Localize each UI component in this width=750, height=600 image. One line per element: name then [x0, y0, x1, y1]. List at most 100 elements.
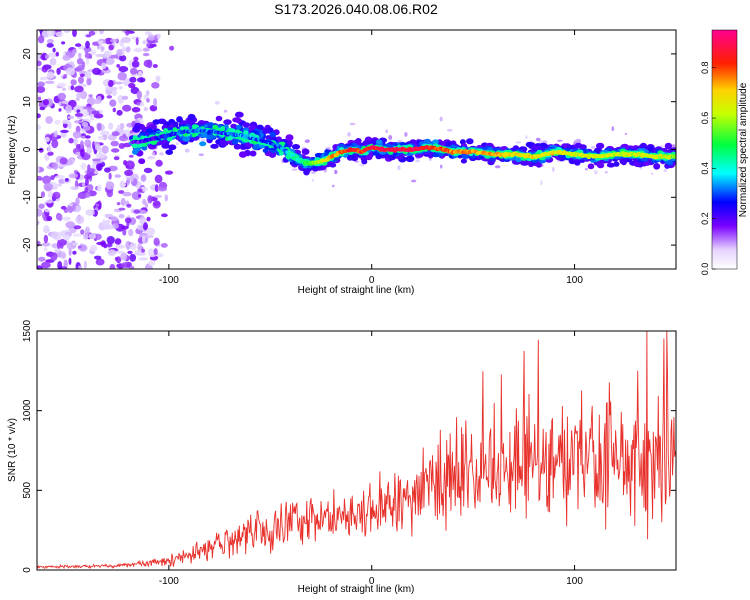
noise-blob: [141, 248, 146, 253]
noise-blob: [70, 79, 77, 86]
noise-blob: [121, 225, 129, 230]
noise-blob: [146, 42, 150, 48]
noise-blob: [151, 152, 155, 156]
ridge-blob: [138, 158, 146, 165]
colorbar-tick-label: 0.2: [700, 212, 710, 225]
noise-blob: [137, 71, 143, 78]
noise-blob: [46, 199, 53, 204]
scatter-blob: [175, 142, 179, 146]
noise-blob: [129, 154, 134, 158]
ridge-blob: [301, 148, 310, 155]
noise-blob: [65, 104, 73, 114]
scatter-blob: [515, 141, 522, 144]
snr-y-label: SNR (10 * v/v): [7, 418, 18, 482]
noise-blob: [55, 31, 64, 38]
spectrogram-y-ticks: -20 -10 0 10 20: [22, 48, 676, 252]
noise-blob: [104, 167, 111, 173]
noise-blob: [95, 153, 106, 158]
noise-blob: [37, 208, 43, 217]
noise-blob: [50, 231, 59, 239]
ridge-blob: [230, 128, 236, 133]
noise-blob: [44, 54, 50, 59]
snr-y-ticks: 0 500 1000 1500: [22, 319, 676, 573]
noise-blob: [119, 122, 125, 130]
chart-title: S173.2026.040.08.06.R02: [274, 1, 438, 17]
noise-blob: [141, 235, 146, 244]
noise-blob: [37, 96, 42, 101]
noise-blob: [153, 248, 158, 256]
noise-blob: [62, 119, 70, 125]
ridge-blob: [180, 120, 187, 126]
ridge-blob: [206, 134, 214, 140]
colorbar-frame: [711, 29, 738, 270]
noise-blob: [133, 56, 139, 62]
noise-blob: [73, 137, 78, 146]
noise-blob: [79, 73, 85, 78]
scatter-blob: [611, 126, 615, 132]
scatter-blob: [651, 172, 654, 175]
noise-blob: [109, 263, 116, 269]
noise-blob: [124, 169, 134, 176]
noise-blob: [37, 52, 41, 61]
ridge-blob: [150, 140, 158, 145]
y-tick-label: 0: [22, 567, 33, 573]
noise-blob: [80, 140, 84, 149]
noise-blob: [37, 35, 45, 44]
ridge-blob: [579, 144, 587, 150]
noise-blob: [118, 135, 129, 142]
noise-blob: [76, 58, 84, 65]
noise-blob: [46, 71, 55, 79]
noise-blob: [137, 194, 142, 198]
noise-blob: [43, 247, 48, 252]
scatter-blob: [184, 148, 190, 153]
colorbar-tick-label: 0.0: [700, 263, 710, 276]
noise-blob: [80, 229, 85, 235]
noise-blob: [78, 52, 82, 59]
scatter-blob: [428, 157, 432, 161]
ridge-blob: [220, 126, 226, 132]
noise-blob: [117, 71, 127, 81]
noise-blob: [106, 95, 113, 99]
noise-blob: [136, 77, 146, 83]
noise-blob: [62, 55, 71, 61]
noise-blob: [142, 40, 147, 45]
ridge-blob: [613, 161, 620, 167]
noise-blob: [115, 244, 125, 249]
noise-blob: [116, 64, 121, 68]
noise-blob: [100, 46, 104, 53]
noise-blob: [44, 136, 50, 143]
x-tick-label: -100: [159, 275, 179, 286]
noise-blob: [42, 175, 51, 185]
noise-blob: [143, 106, 148, 112]
ridge-blob: [574, 160, 581, 166]
noise-blob: [126, 203, 132, 208]
noise-blob: [77, 191, 88, 199]
ridge-blob: [647, 146, 654, 153]
noise-blob: [42, 212, 46, 219]
noise-blob: [119, 55, 127, 62]
noise-blob: [78, 265, 83, 269]
colorbar-label: Normalized spectral amplitude: [738, 82, 749, 217]
y-tick-label: 1000: [22, 399, 33, 422]
noise-blob: [76, 93, 83, 98]
noise-blob: [126, 46, 131, 53]
noise-blob: [161, 213, 168, 218]
noise-blob: [73, 170, 79, 174]
colorbar-tick-label: 0.6: [700, 112, 710, 125]
ridge-blob: [242, 122, 251, 128]
noise-blob: [82, 233, 89, 240]
noise-blob: [97, 40, 104, 45]
noise-blob: [46, 215, 53, 222]
noise-blob: [56, 82, 67, 88]
noise-blob: [62, 234, 71, 241]
x-tick-label: 0: [369, 275, 375, 286]
noise-blob: [46, 43, 54, 48]
noise-blob: [103, 50, 112, 58]
noise-blob: [105, 219, 111, 223]
noise-blob: [131, 60, 140, 68]
noise-blob: [57, 92, 67, 100]
noise-blob: [169, 45, 175, 51]
noise-blob: [131, 106, 141, 113]
scatter-blob: [538, 140, 543, 144]
